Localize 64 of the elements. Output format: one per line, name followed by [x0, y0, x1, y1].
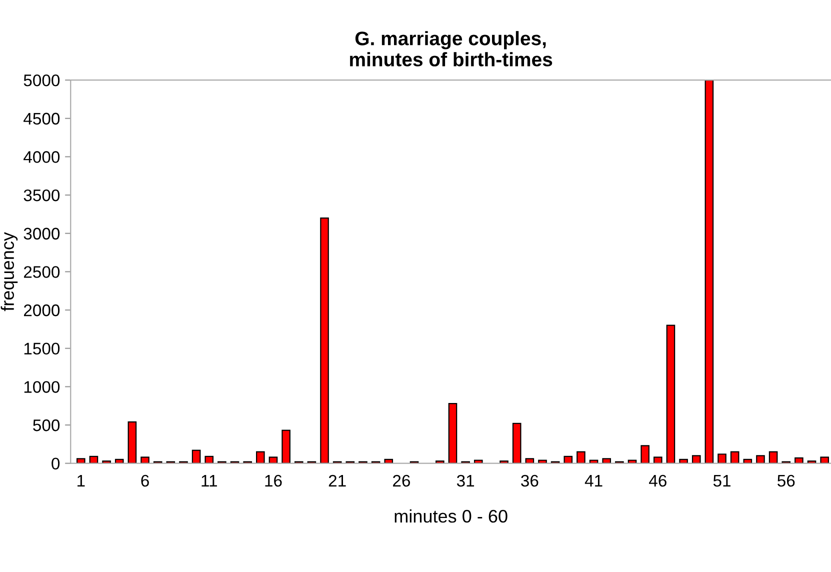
x-tick-label: 46	[649, 474, 666, 487]
bar	[704, 80, 714, 464]
bar	[500, 460, 508, 464]
bar	[794, 457, 804, 464]
x-tick-label: 1	[78, 475, 85, 487]
x-tick-label: 41	[584, 475, 602, 487]
bar	[666, 324, 676, 464]
bar	[512, 422, 522, 464]
bar	[256, 451, 265, 464]
y-tick-label: 2500	[24, 266, 60, 278]
bar	[576, 451, 586, 464]
bar	[730, 451, 740, 464]
y-tick-label: 1000	[24, 381, 60, 393]
bar	[140, 456, 150, 464]
y-tick-label: 4500	[24, 112, 60, 125]
bar	[192, 450, 201, 464]
x-axis-title: minutes 0 - 60	[394, 509, 508, 523]
bar	[474, 460, 483, 464]
bar	[768, 451, 778, 464]
bar	[204, 456, 214, 464]
x-tick-label: 31	[456, 474, 474, 487]
y-tick-label: 1500	[24, 342, 60, 355]
bar	[640, 445, 650, 464]
y-tick-label: 5000	[24, 74, 60, 86]
bar	[653, 456, 662, 464]
chart-title: G. marriage couples, minutes of birth-times	[350, 31, 552, 66]
bar	[538, 460, 547, 464]
bar	[756, 455, 765, 464]
bar	[589, 460, 598, 464]
bar	[76, 458, 86, 464]
bar	[268, 456, 278, 464]
bar	[525, 458, 534, 464]
x-tick-label: 11	[202, 475, 217, 487]
bar	[114, 458, 124, 464]
bar	[628, 460, 637, 464]
x-tick-label: 16	[265, 474, 282, 487]
bar	[320, 217, 329, 464]
y-tick-label: 0	[52, 458, 60, 470]
bar	[448, 402, 458, 464]
x-tick-label: 51	[713, 475, 730, 487]
x-tick-label: 26	[393, 474, 410, 487]
bar	[718, 454, 726, 464]
bar	[564, 456, 573, 464]
bar	[743, 458, 752, 464]
x-tick-label: 21	[328, 474, 346, 487]
x-tick-label: 36	[521, 474, 538, 487]
y-tick-label: 3000	[24, 228, 60, 240]
y-tick-label: 2000	[24, 304, 60, 316]
y-axis-title: frequency	[0, 232, 18, 312]
bar	[820, 456, 829, 464]
y-tick-label: 500	[33, 419, 60, 432]
bar	[602, 458, 612, 464]
bar	[679, 458, 688, 464]
bar	[692, 455, 701, 464]
bar	[436, 460, 444, 464]
x-tick-label: 56	[778, 474, 795, 487]
bar	[384, 458, 394, 464]
bar	[89, 456, 98, 464]
bar	[282, 430, 290, 464]
bar	[128, 421, 137, 464]
bar	[102, 460, 111, 464]
y-tick-label: 3500	[24, 189, 60, 202]
y-tick-label: 4000	[24, 151, 60, 163]
x-tick-label: 6	[141, 474, 149, 487]
